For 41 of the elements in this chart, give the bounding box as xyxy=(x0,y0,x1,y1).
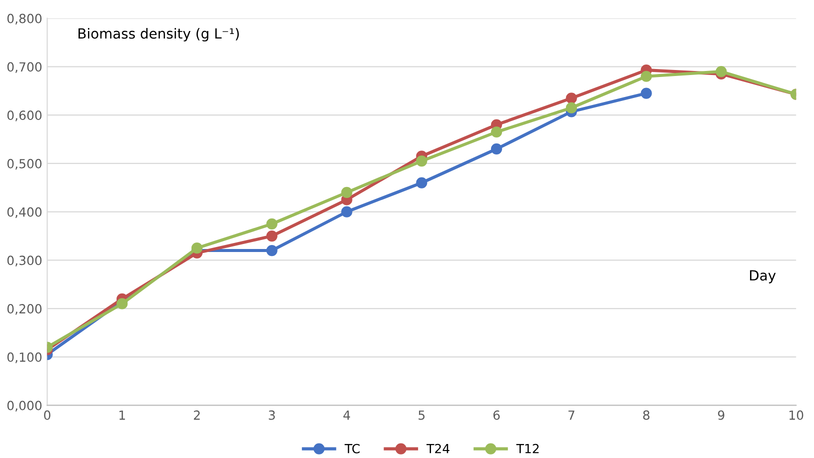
point xyxy=(341,186,352,198)
point xyxy=(116,298,128,310)
point xyxy=(640,70,652,82)
x-tick-label: 4 xyxy=(343,410,350,420)
point xyxy=(490,126,502,138)
point xyxy=(640,88,652,99)
y-tick-label: 0,700 xyxy=(7,62,42,73)
x-tick-label: 0 xyxy=(44,410,50,420)
x-tick-label: 5 xyxy=(418,410,425,420)
y-tick-label: 0,100 xyxy=(7,352,42,364)
legend-label: T12 xyxy=(516,444,539,454)
y-tick-label: 0,600 xyxy=(7,110,42,122)
x-tick-label: 7 xyxy=(568,410,574,420)
point xyxy=(266,218,278,230)
y-tick-label: 0,300 xyxy=(7,256,42,266)
x-tick-label: 1 xyxy=(119,410,125,420)
point xyxy=(191,242,203,254)
y-tick-label: 0,200 xyxy=(7,304,42,315)
x-tick-label: 6 xyxy=(493,410,500,420)
x-axis-title: Day xyxy=(750,270,776,284)
x-tick-label: 9 xyxy=(718,410,724,420)
legend-label: T24 xyxy=(426,444,450,454)
point xyxy=(341,206,352,218)
y-tick-label: 0,000 xyxy=(7,400,42,412)
point xyxy=(716,66,727,78)
legend-label: TC xyxy=(344,444,360,454)
x-tick-label: 8 xyxy=(643,410,650,420)
point xyxy=(566,92,577,104)
point xyxy=(266,230,278,242)
y-tick-label: 0,800 xyxy=(7,14,42,25)
y-axis-title: Biomass density (g L⁻¹) xyxy=(78,28,239,42)
x-tick-label: 3 xyxy=(268,410,275,420)
x-tick-label: 2 xyxy=(194,410,200,420)
point xyxy=(416,177,428,188)
x-tick-label: 10 xyxy=(790,410,804,420)
point xyxy=(416,155,428,167)
y-tick-label: 0,400 xyxy=(7,207,42,218)
point xyxy=(566,102,577,114)
point xyxy=(266,244,278,256)
point xyxy=(490,143,502,154)
y-tick-label: 0,500 xyxy=(7,158,42,170)
